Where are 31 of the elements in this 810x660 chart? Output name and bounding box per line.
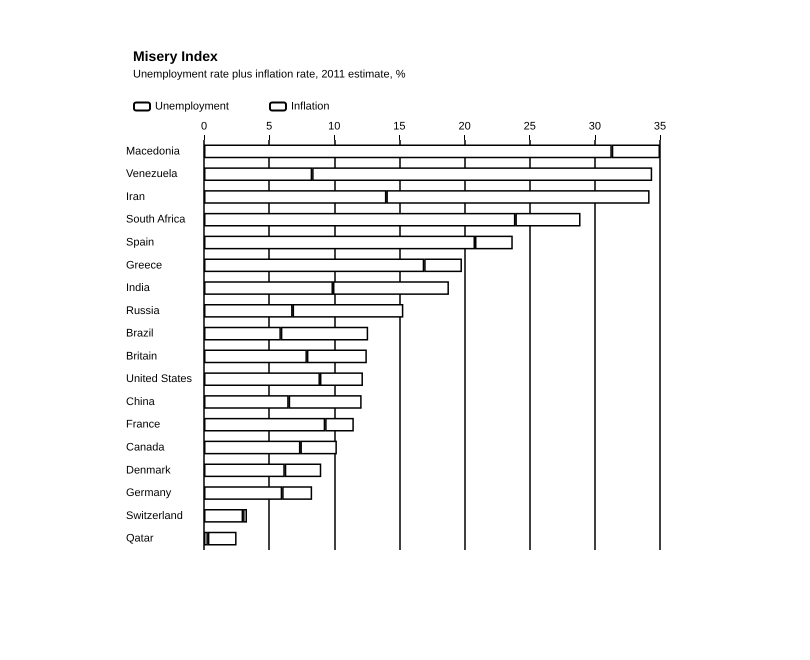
x-tick-label: 10	[328, 120, 340, 132]
bar	[208, 532, 237, 546]
x-tick-label: 15	[393, 120, 406, 132]
y-tick-label: Qatar	[126, 532, 154, 545]
y-tick-label: Russia	[126, 304, 161, 317]
legend-label: Unemployment	[155, 100, 229, 112]
y-tick-label: Iran	[126, 190, 145, 203]
x-tick-label: 0	[200, 120, 208, 132]
x-tick-label: 30	[588, 120, 601, 132]
y-tick-label: Spain	[126, 236, 154, 248]
x-tick-label: 5	[266, 120, 272, 132]
chart-title: Misery Index	[133, 48, 218, 64]
x-tick-label: 25	[524, 120, 536, 132]
y-tick-label: India	[126, 282, 151, 294]
y-tick-label: China	[126, 396, 156, 408]
x-tick-label: 20	[458, 120, 471, 132]
y-tick-label: France	[126, 418, 160, 431]
y-tick-label: Germany	[126, 487, 172, 500]
y-tick-label: Switzerland	[126, 510, 183, 522]
y-tick-label: Denmark	[126, 464, 172, 476]
y-tick-label: Britain	[126, 350, 158, 362]
chart-subtitle: Unemployment rate plus inflation rate, 2011 estimate, %	[133, 68, 406, 80]
y-tick-label: Brazil	[126, 328, 154, 340]
legend-label: Inflation	[290, 100, 330, 112]
y-tick-label: Greece	[126, 259, 162, 272]
y-tick-label: United States	[126, 373, 193, 386]
y-tick-label: Venezuela	[126, 168, 178, 180]
x-tick-label: 35	[654, 120, 666, 132]
y-tick-label: South Africa	[126, 214, 186, 226]
y-tick-label: Macedonia	[126, 145, 181, 158]
y-tick-label: Canada	[126, 442, 166, 454]
